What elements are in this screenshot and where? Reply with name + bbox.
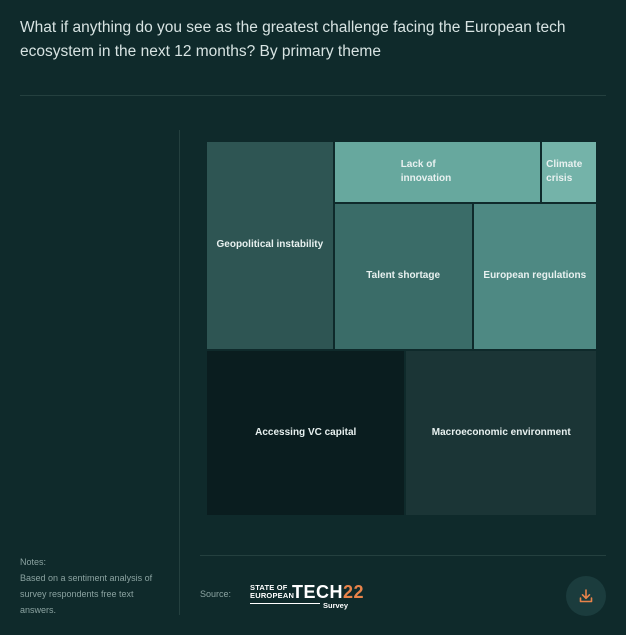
treemap-tile[interactable]: European regulations: [472, 202, 597, 350]
treemap-tile-label: Climate crisis: [546, 158, 583, 184]
state-of-european-tech-logo: STATE OF EUROPEAN TECH22 Survey: [250, 583, 364, 611]
bottom-divider: [200, 555, 606, 556]
source-label: Source:: [200, 589, 232, 599]
top-divider: [20, 95, 606, 96]
logo-year: 22: [343, 582, 365, 602]
chart-question-title: What if anything do you see as the great…: [20, 19, 566, 60]
logo-tech-word: TECH: [292, 582, 343, 602]
vertical-divider: [179, 130, 180, 615]
logo-underline: [250, 603, 320, 604]
download-button[interactable]: [566, 576, 606, 616]
notes-label: Notes:: [20, 557, 47, 567]
treemap-tile-label: Lack of innovation: [400, 158, 452, 184]
treemap-tile[interactable]: Lack of innovation: [333, 141, 542, 203]
treemap-tile-label: Geopolitical instability: [216, 239, 324, 251]
treemap-tile[interactable]: Talent shortage: [333, 202, 473, 350]
treemap-tile-label: Macroeconomic environment: [431, 426, 571, 438]
treemap-tile-label: Talent shortage: [366, 270, 441, 282]
logo-survey: Survey: [323, 601, 349, 610]
treemap-tile-label: Accessing VC capital: [255, 426, 357, 438]
treemap-tile-label: European regulations: [483, 270, 587, 282]
logo-line2: EUROPEAN: [250, 591, 295, 600]
logo-line1: STATE OF: [250, 583, 288, 592]
logo-tech: TECH22: [292, 583, 364, 601]
notes-panel: Notes: Based on a sentiment analysis of …: [20, 554, 170, 618]
treemap-tile[interactable]: Accessing VC capital: [206, 349, 406, 516]
treemap-tile[interactable]: Macroeconomic environment: [405, 349, 597, 516]
notes-text: Based on a sentiment analysis of survey …: [20, 573, 153, 615]
treemap-tile[interactable]: Geopolitical instability: [206, 141, 334, 350]
treemap-chart: Accessing VC capital Macroeconomic enviro…: [206, 141, 597, 516]
treemap-tile[interactable]: Climate crisis: [541, 141, 597, 203]
download-icon: [579, 589, 593, 603]
